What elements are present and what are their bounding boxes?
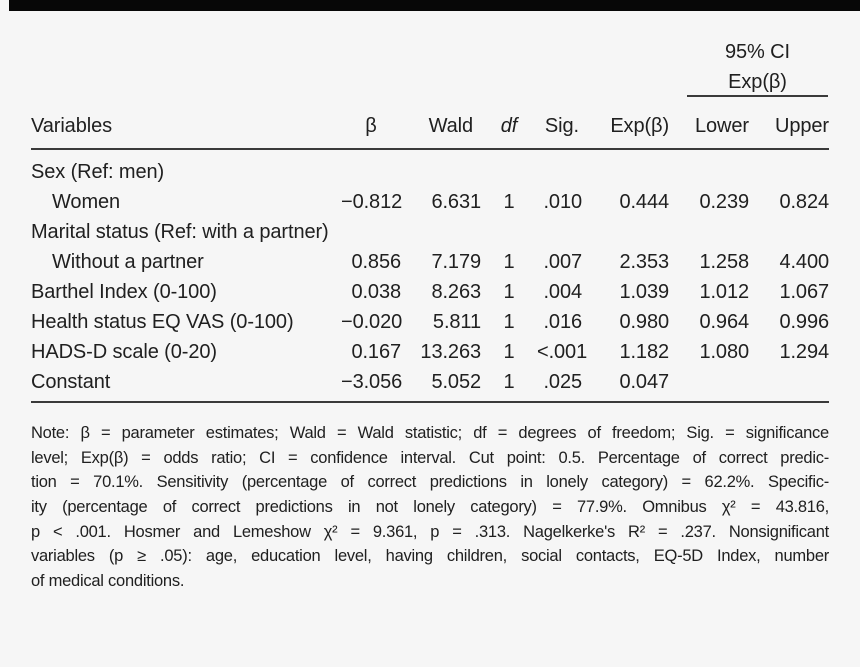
table-row: Health status EQ VAS (0-100) −0.020 5.81… [31,307,829,337]
row-label: Barthel Index (0-100) [31,281,217,303]
ci-spanner: 95% CI Exp(β) [687,37,828,97]
cell-wald: 5.052 [431,370,481,393]
note-line: Note: β = parameter estimates; Wald = Wa… [31,424,829,443]
note-line: tion = 70.1%. Sensitivity (percentage of… [31,473,829,492]
row-label: Sex (Ref: men) [31,161,165,184]
cell-ci-upper: 0.824 [779,191,829,214]
table-note: Note: β = parameter estimates; Wald = Wa… [31,421,829,593]
note-line: level; Exp(β) = odds ratio; CI = confide… [31,448,829,467]
table-header-row: Variables β Wald df Sig. Exp(β) Lower Up… [31,114,829,138]
cell-ci-upper: 1.067 [779,281,829,303]
row-label: Constant [31,370,111,393]
cell-sig: .025 [543,370,582,393]
regression-table: 95% CI Exp(β) Variables β Wald df Sig. E… [31,0,829,593]
cell-exp-beta: 1.182 [619,340,669,363]
cell-wald: 5.811 [432,310,481,333]
cell-ci-lower: 1.080 [699,340,749,363]
cell-beta: −0.812 [341,191,403,214]
cell-beta: 0.856 [351,251,401,274]
cell-wald: 7.179 [431,251,481,274]
cell-df: 1 [503,370,515,393]
cell-df: 1 [503,191,515,214]
cell-exp-beta: 0.444 [619,191,669,214]
col-header-exp-beta: Exp(β) [610,115,669,137]
cell-ci-lower: 1.258 [699,251,749,274]
table-body: Sex (Ref: men) Women −0.812 6.631 1 .010… [31,158,829,397]
cell-beta: 0.167 [351,340,401,363]
row-label: Health status EQ VAS (0-100) [31,310,294,333]
cell-sig: .016 [543,310,582,333]
cell-exp-beta: 2.353 [619,251,669,274]
row-label: Without a partner [52,251,204,274]
note-line: of medical conditions. [31,571,185,590]
row-label: HADS-D scale (0-20) [31,340,217,363]
table-row: Marital status (Ref: with a partner) [31,218,829,248]
col-header-wald: Wald [428,115,474,137]
cell-exp-beta: 0.980 [619,310,669,333]
ci-spanner-subtitle: Exp(β) [728,71,787,93]
cell-wald: 8.263 [431,281,481,303]
table-row: Barthel Index (0-100) 0.038 8.263 1 .004… [31,278,829,308]
table-row: HADS-D scale (0-20) 0.167 13.263 1 <.001… [31,337,829,367]
cell-exp-beta: 0.047 [619,370,669,393]
col-header-beta: β [365,115,377,137]
cell-beta: 0.038 [351,281,401,303]
note-line: variables (p ≥ .05): age, education leve… [31,547,829,566]
ci-spanner-title: 95% CI [725,41,790,63]
cell-ci-upper: 1.294 [779,340,829,363]
bottom-rule [31,401,829,404]
cell-ci-lower: 1.012 [699,281,749,303]
col-header-sig: Sig. [544,115,579,137]
col-header-ci-upper: Upper [775,115,829,137]
header-rule [31,148,829,150]
cell-beta: −3.056 [341,370,403,393]
table-head-area: 95% CI Exp(β) Variables β Wald df Sig. E… [31,0,829,148]
table-row: Without a partner 0.856 7.179 1 .007 2.3… [31,248,829,278]
cell-ci-lower: 0.964 [699,310,749,333]
table-row: Women −0.812 6.631 1 .010 0.444 0.239 0.… [31,188,829,218]
table-row: Constant −3.056 5.052 1 .025 0.047 [31,367,829,397]
col-header-df: df [500,115,518,137]
cell-ci-upper: 4.400 [779,251,829,274]
note-line: ity (percentage of correct predictions i… [31,497,829,516]
table-row: Sex (Ref: men) [31,158,829,188]
cell-sig: .004 [543,281,582,303]
cell-df: 1 [503,281,515,303]
cell-wald: 13.263 [420,340,481,363]
cell-sig: .010 [543,191,582,214]
cell-wald: 6.631 [431,191,481,214]
top-bar [9,0,860,11]
cell-sig: .007 [543,251,582,274]
row-label: Women [52,191,121,214]
cell-df: 1 [503,251,515,274]
cell-exp-beta: 1.039 [619,281,669,303]
col-header-ci-lower: Lower [695,115,749,137]
cell-ci-lower: 0.239 [699,191,749,214]
cell-sig: <.001 [537,340,588,363]
cell-ci-upper: 0.996 [779,310,829,333]
col-header-variables: Variables [31,115,112,137]
row-label: Marital status (Ref: with a partner) [31,221,329,244]
cell-beta: −0.020 [341,310,403,333]
cell-df: 1 [503,340,515,363]
cell-df: 1 [503,310,515,333]
note-line: p < .001. Hosmer and Lemeshow χ² = 9.361… [31,522,829,541]
